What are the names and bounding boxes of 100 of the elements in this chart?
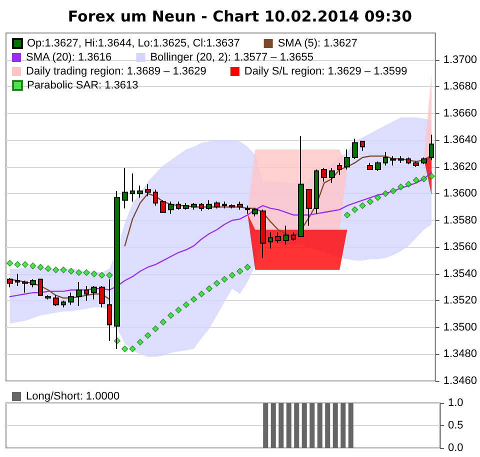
- legend-label: Bollinger (20, 2): 1.3577 – 1.3655: [150, 52, 314, 64]
- candlestick: [7, 277, 13, 288]
- y-tick-label: 1.3640: [443, 134, 478, 146]
- point: [382, 190, 389, 197]
- candlestick: [15, 273, 20, 286]
- point: [52, 266, 60, 274]
- y-tick-label: 1.3500: [443, 321, 478, 334]
- candlestick: [337, 162, 342, 176]
- point: [60, 266, 67, 274]
- legend-label: Parabolic SAR: 1.3613: [27, 80, 138, 92]
- point: [221, 276, 228, 283]
- candlestick: [222, 201, 227, 209]
- candlestick: [168, 201, 174, 214]
- point: [68, 268, 74, 275]
- legend-label: Daily trading region: 1.3689 – 1.3629: [26, 66, 206, 78]
- point: [428, 172, 435, 180]
- point: [366, 198, 374, 205]
- candlestick: [406, 156, 411, 165]
- y-tick-label: 1.3540: [443, 268, 478, 280]
- point: [90, 270, 98, 278]
- candlestick: [352, 138, 358, 160]
- point: [405, 180, 412, 188]
- candlestick: [68, 292, 74, 306]
- candlestick: [321, 168, 327, 182]
- y-tick-label: 1.3660: [443, 107, 478, 120]
- candlestick: [383, 152, 388, 166]
- candlestick: [360, 140, 365, 152]
- candlestick: [344, 148, 350, 170]
- candlestick: [99, 285, 105, 308]
- y-tick-label: 1.3460: [443, 375, 478, 387]
- candlestick: [367, 162, 373, 170]
- y-tick-label: 1.3480: [443, 348, 478, 360]
- candlestick: [61, 300, 66, 308]
- candlestick: [421, 156, 427, 165]
- candlestick: [237, 201, 243, 210]
- y-tick-label: 1.3620: [443, 160, 478, 173]
- candlestick: [122, 168, 128, 209]
- candlestick: [53, 294, 59, 307]
- legend-label: SMA (20): 1.3616: [26, 52, 112, 64]
- y-tick-label: 1.3680: [443, 80, 478, 93]
- candlestick: [137, 185, 143, 198]
- y-tick-label: 1.3580: [443, 214, 478, 226]
- point: [106, 272, 113, 279]
- candlestick: [268, 232, 273, 249]
- candlestick: [375, 160, 381, 172]
- candlestick: [160, 200, 166, 213]
- candlestick: [306, 189, 312, 226]
- point: [374, 194, 382, 201]
- candlestick: [398, 156, 404, 164]
- candlestick: [329, 168, 335, 184]
- candlestick: [107, 278, 112, 342]
- y-tick-label: 1.3560: [443, 241, 478, 254]
- point: [206, 285, 212, 292]
- candlestick: [245, 205, 250, 214]
- candlestick: [176, 201, 181, 210]
- legend-label: Long/Short: 1.0000: [26, 390, 120, 402]
- point: [14, 261, 21, 268]
- point: [144, 332, 152, 339]
- candlestick: [206, 200, 212, 210]
- chart-title: Forex um Neun - Chart 10.02.2014 09:30: [68, 8, 412, 26]
- candlestick: [153, 189, 158, 206]
- candlestick: [252, 208, 258, 217]
- y-tick-label: 1.3520: [443, 294, 478, 307]
- point: [129, 346, 136, 352]
- point: [136, 338, 144, 346]
- y-tick-label: 1.3700: [443, 54, 478, 66]
- candlestick: [191, 202, 197, 210]
- y-tick-label: 1.3600: [443, 188, 478, 200]
- point: [175, 306, 182, 314]
- point: [182, 301, 190, 308]
- point: [359, 202, 366, 209]
- candlestick: [22, 280, 28, 294]
- point: [412, 176, 420, 184]
- candlestick: [291, 232, 296, 241]
- candlestick: [76, 281, 82, 307]
- candlestick: [45, 294, 51, 300]
- point: [236, 268, 244, 275]
- candlestick: [298, 136, 304, 237]
- legend-label: Daily S/L region: 1.3629 – 1.3599: [244, 66, 408, 78]
- point: [168, 312, 174, 319]
- candlestick: [214, 201, 220, 209]
- point: [190, 296, 198, 303]
- y-tick-label: 1.0: [448, 397, 464, 409]
- candlestick: [260, 209, 266, 258]
- point: [22, 261, 28, 268]
- point: [83, 269, 90, 276]
- candlestick: [84, 285, 89, 302]
- candlestick: [283, 225, 289, 245]
- y-tick-label: 0.0: [448, 442, 464, 454]
- candlestick: [130, 173, 135, 202]
- point: [244, 264, 251, 271]
- point: [344, 212, 350, 218]
- candlestick: [314, 169, 319, 214]
- point: [160, 318, 166, 326]
- candlestick: [145, 184, 151, 197]
- candlestick: [275, 232, 281, 244]
- point: [98, 272, 106, 279]
- legend-label: Op:1.3627, Hi:1.3644, Lo:1.3625, Cl:1.3637: [27, 38, 240, 50]
- point: [152, 326, 159, 332]
- point: [6, 260, 14, 267]
